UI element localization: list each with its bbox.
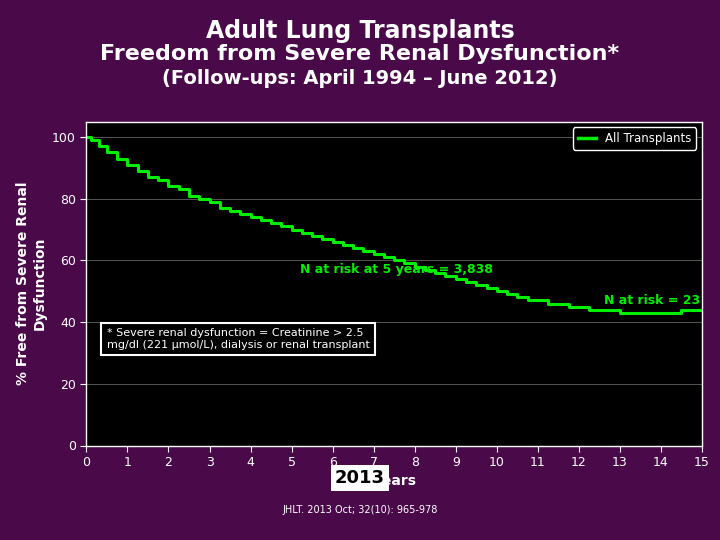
Text: Freedom from Severe Renal Dysfunction*: Freedom from Severe Renal Dysfunction* <box>100 44 620 64</box>
Text: (Follow-ups: April 1994 – June 2012): (Follow-ups: April 1994 – June 2012) <box>162 69 558 88</box>
X-axis label: Years: Years <box>373 475 415 489</box>
Text: N at risk = 23: N at risk = 23 <box>604 294 700 307</box>
Text: N at risk at 5 years = 3,838: N at risk at 5 years = 3,838 <box>300 263 492 276</box>
Text: Adult Lung Transplants: Adult Lung Transplants <box>206 19 514 43</box>
Legend: All Transplants: All Transplants <box>573 127 696 150</box>
Text: * Severe renal dysfunction = Creatinine > 2.5
mg/dl (221 μmol/L), dialysis or re: * Severe renal dysfunction = Creatinine … <box>107 328 370 350</box>
Text: JHLT. 2013 Oct; 32(10): 965-978: JHLT. 2013 Oct; 32(10): 965-978 <box>282 505 438 515</box>
Text: 2013: 2013 <box>335 469 385 487</box>
Y-axis label: % Free from Severe Renal
Dysfunction: % Free from Severe Renal Dysfunction <box>17 182 47 385</box>
